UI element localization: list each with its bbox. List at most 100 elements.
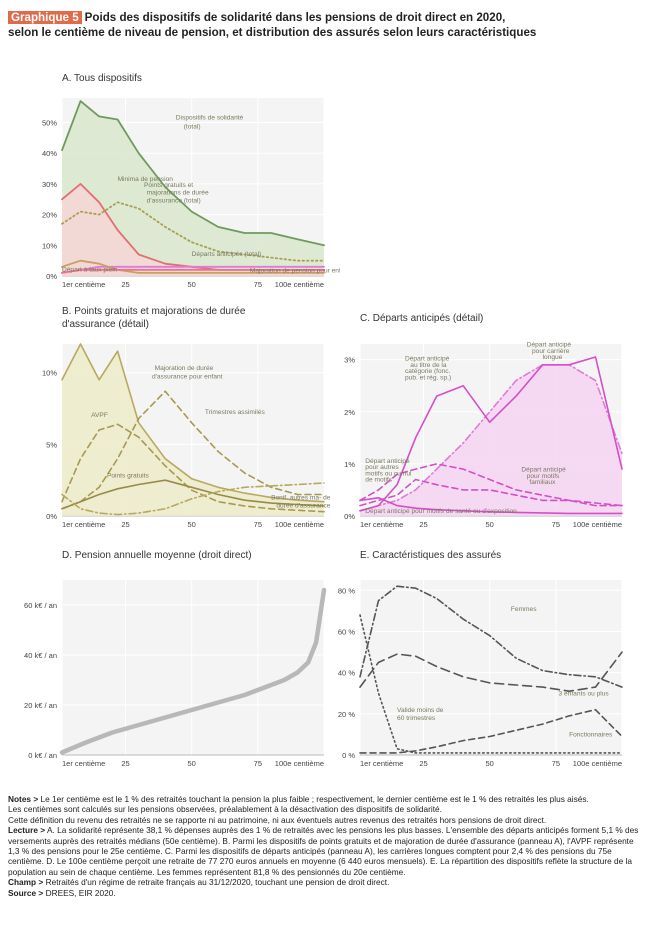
pc-series-4-line [359, 497, 623, 515]
pe-x-tick-label: 50 [486, 759, 494, 768]
pd-x-tick-label: 25 [121, 759, 129, 768]
chart-panel-a: 0% 10% 20% 30% 40% 50% 1er centième 25 50 75 100e … [42, 98, 340, 289]
pa-y-tick-label: 20% [42, 211, 57, 220]
pe-series-2-line [359, 708, 623, 754]
pa-series-1-area [62, 183, 324, 276]
pb-annotation: durée d'assurance [276, 502, 330, 509]
chart-panel-d: 0 k€ / an 20 k€ / an 40 k€ / an 60 k€ / an 1… [24, 580, 327, 768]
pe-annotation: Fonctionnaires [569, 731, 613, 738]
pc-y-tick-label: 0% [344, 512, 355, 521]
pa-series-5-line [61, 269, 325, 274]
pb-x-tick-label: 100e centième [275, 520, 324, 529]
pd-plot-bg [62, 580, 324, 755]
pe-x-tick-label: 75 [552, 759, 560, 768]
pd-y-tick-label: 0 k€ / an [28, 751, 57, 760]
pb-annotation: AVPF [91, 412, 108, 419]
pc-y-tick-label: 3% [344, 356, 355, 365]
pa-series-2-line [61, 201, 325, 262]
note-lecture: Lecture > A. La solidarité représente 38… [8, 825, 639, 877]
pe-x-tick-label: 1er centième [360, 759, 403, 768]
pd-series-0-line [59, 587, 327, 755]
pc-annotation: Départ anticipé pour motifs de santé ou … [365, 508, 517, 515]
pe-y-tick-label: 0 % [342, 751, 355, 760]
pc-annotation: pour motifs [527, 473, 560, 480]
pc-x-tick-label: 1er centième [360, 520, 403, 529]
note-champ: Champ > Retraités d'un régime de retrait… [8, 877, 390, 888]
figure-badge: Graphique 5 [8, 11, 82, 24]
pb-y-tick-label: 0% [46, 512, 57, 521]
note-1: Notes > Le 1er centième est le 1 % des r… [8, 794, 589, 804]
figure-notes: Notes > Le 1er centième est le 1 % des r… [8, 794, 640, 898]
pc-annotation: pub. et rég. sp.) [405, 374, 451, 381]
pa-series-0-line [61, 100, 325, 247]
pe-x-tick-label: 25 [419, 759, 427, 768]
figure-title-line1: Poids des dispositifs de solidarité dans… [84, 11, 506, 24]
pa-x-tick-label: 100e centième [275, 280, 324, 289]
pe-y-tick-label: 20 % [338, 710, 355, 719]
note-source: Source > DREES, EIR 2020. [8, 887, 116, 898]
pc-annotation: catégorie (fonc. [405, 368, 451, 375]
pc-annotation: motifs ou cumul [365, 470, 412, 477]
pb-x-tick-label: 25 [121, 520, 129, 529]
pb-annotation: Bonif. autres ma- de [271, 495, 331, 502]
pc-series-0-area [360, 364, 622, 516]
pc-annotation: Départ anticipé [527, 342, 572, 349]
pa-annotation: Dispositifs de solidarité [176, 114, 244, 121]
pc-series-1-line [359, 356, 623, 512]
pb-x-tick-label: 50 [188, 520, 196, 529]
pa-x-tick-label: 1er centième [62, 280, 105, 289]
pb-series-1-line [61, 423, 325, 513]
pa-y-tick-label: 0% [46, 272, 57, 281]
pb-series-0-line [61, 343, 325, 503]
pa-y-tick-label: 30% [42, 180, 57, 189]
pc-series-3-line [359, 478, 623, 507]
pe-series-1-line [359, 651, 623, 692]
pe-y-tick-label: 60 % [338, 627, 355, 636]
pc-x-tick-label: 100e centième [573, 520, 622, 529]
pb-annotation: Majoration de durée [155, 365, 214, 372]
pb-series-4-line [61, 482, 325, 516]
note-2: Les centièmes sont calculés sur les pens… [8, 804, 442, 815]
panel-a-title: A. Tous dispositifs [62, 73, 142, 84]
pa-annotation: Départ à taux plein [62, 266, 118, 273]
pe-annotation: Valide moins de [397, 707, 444, 714]
chart-panel-e: 0 % 20 % 40 % 60 % 80 % 1er centième 25 50 75 100… [338, 580, 623, 768]
pc-annotation: Départ anticipé [365, 458, 410, 465]
pa-series-4-line [61, 259, 325, 274]
pa-series-0-area [62, 101, 324, 276]
pd-y-tick-label: 60 k€ / an [24, 601, 57, 610]
pa-y-tick-label: 10% [42, 241, 57, 250]
pa-x-tick-label: 25 [121, 280, 129, 289]
pa-x-tick-label: 50 [188, 280, 196, 289]
pb-annotation: Trimestres assimilés [205, 409, 266, 416]
pa-y-tick-label: 50% [42, 119, 57, 128]
pe-annotation: 3 enfants ou plus [558, 690, 609, 697]
pa-y-tick-label: 40% [42, 149, 57, 158]
panel-e-title: E. Caractéristiques des assurés [360, 550, 502, 561]
pa-annotation: majorations de durée [147, 190, 209, 197]
pe-series-0-line [359, 585, 623, 688]
pc-annotation: de motifs [365, 477, 392, 484]
panel-c-title: C. Départs anticipés (détail) [360, 313, 484, 324]
pa-x-tick-label: 75 [254, 280, 262, 289]
pe-series-3-line [359, 614, 623, 754]
pc-annotation: familiaux [529, 479, 556, 486]
pb-series-2-line [61, 390, 325, 510]
pd-x-tick-label: 75 [254, 759, 262, 768]
pe-y-tick-label: 80 % [338, 586, 355, 595]
pc-annotation: pour autres [365, 464, 399, 471]
figure-header: Graphique 5 Poids des dispositifs de soli… [8, 10, 644, 40]
pe-y-tick-label: 40 % [338, 669, 355, 678]
figure-title-line2: selon le centième de niveau de pension, … [8, 26, 537, 39]
pb-x-tick-label: 1er centième [62, 520, 105, 529]
chart-panel-c: 0% 1% 2% 3% 1er centième 25 50 75 100e centième D… [344, 342, 623, 529]
pb-annotation: Points gratuits [107, 472, 149, 479]
pc-annotation: pour carrière [532, 348, 570, 355]
pb-y-tick-label: 10% [42, 369, 57, 378]
pe-plot-bg [360, 580, 622, 755]
pb-annotation: d'assurance pour enfant [152, 373, 223, 380]
pc-x-tick-label: 25 [419, 520, 427, 529]
pd-y-tick-label: 20 k€ / an [24, 701, 57, 710]
pd-x-tick-label: 100e centième [275, 759, 324, 768]
pb-x-tick-label: 75 [254, 520, 262, 529]
